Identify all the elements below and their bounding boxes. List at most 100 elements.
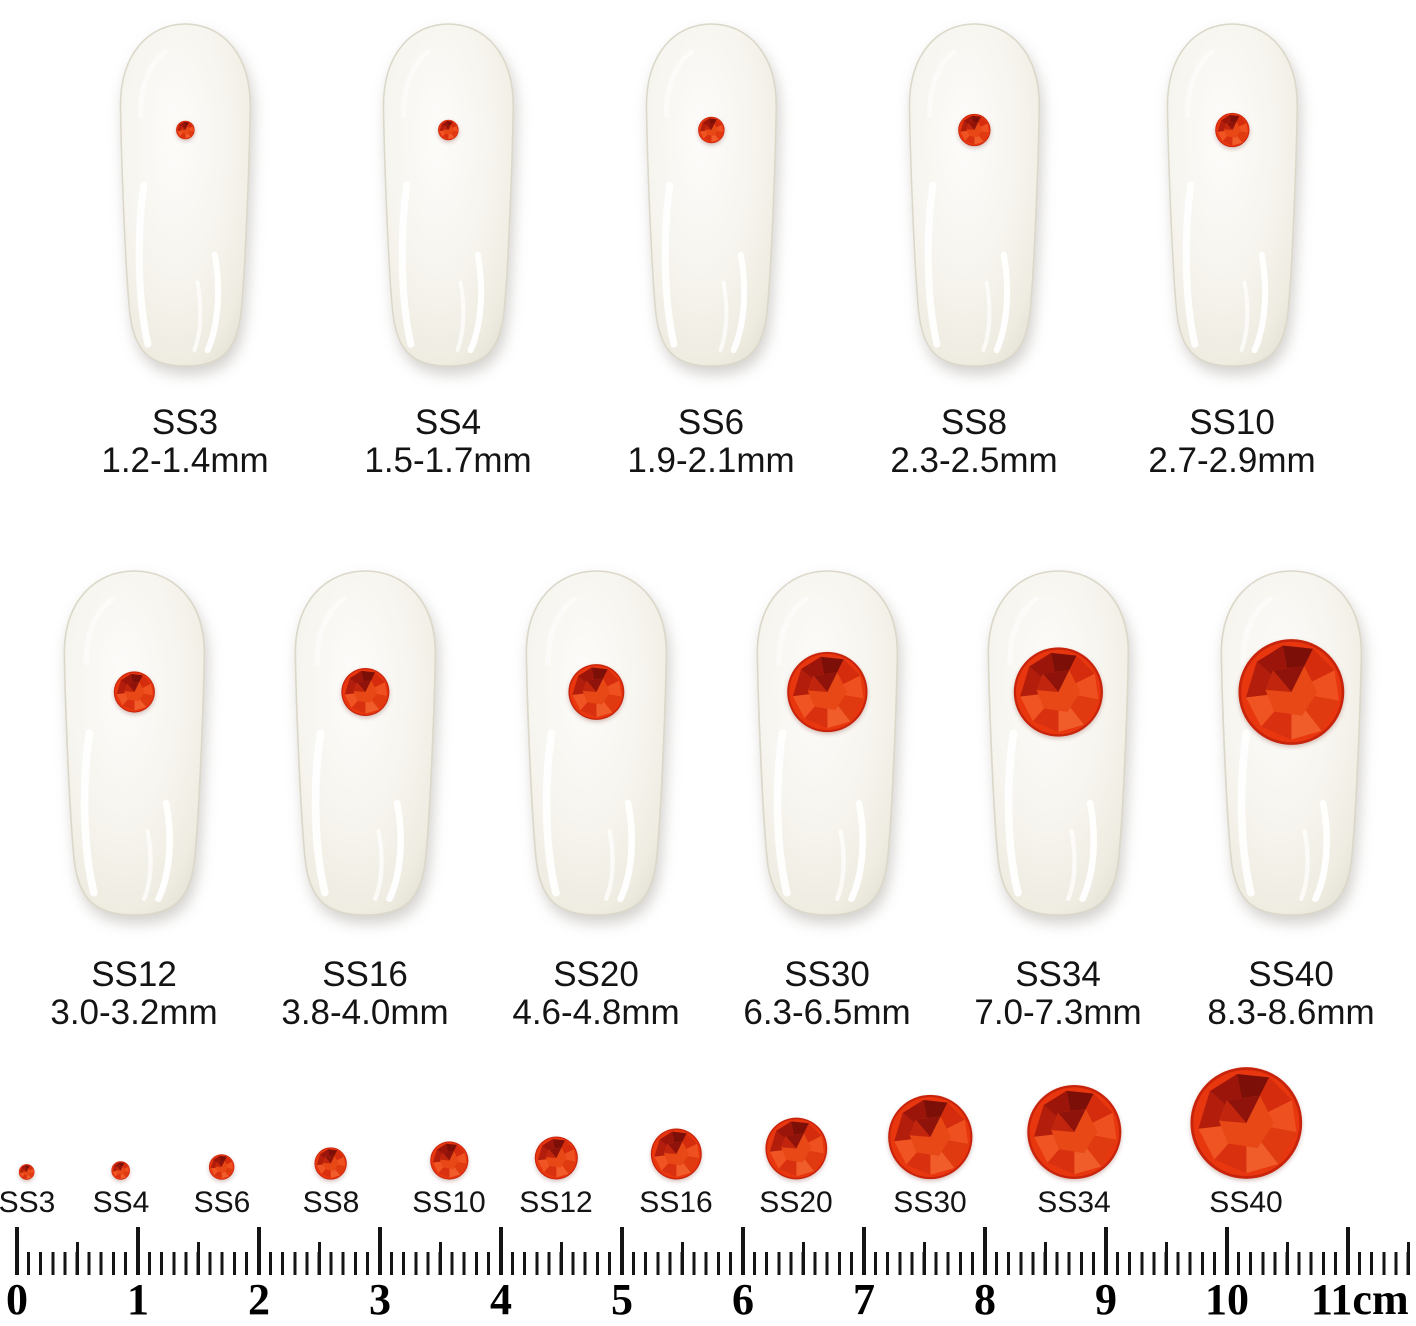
- strip-size-label: SS3: [0, 1186, 56, 1219]
- nail-tip-image: [976, 568, 1140, 918]
- rhinestone-icon: [534, 1136, 578, 1180]
- ruler-number: 7: [853, 1275, 875, 1324]
- strip-size-label: SS6: [193, 1186, 251, 1219]
- rhinestone-icon: [113, 671, 155, 713]
- rhinestone-icon: [315, 1147, 348, 1180]
- size-code: SS6: [677, 403, 745, 442]
- nail-sample-ss3: SS3 1.2-1.4mm: [101, 21, 269, 480]
- rhinestone-icon: [341, 668, 390, 717]
- nail-tip: [1156, 21, 1308, 369]
- rhinestone-icon: [209, 1154, 235, 1180]
- rhinestone-icon: [958, 114, 991, 147]
- size-code: SS16: [322, 955, 408, 994]
- nail-sample-ss10: SS10 2.7-2.9mm: [1148, 21, 1316, 480]
- size-code: SS4: [414, 403, 482, 442]
- strip-item-ss40: SS40: [1209, 1188, 1282, 1218]
- rhinestone-icon: [1237, 638, 1345, 746]
- strip-item-ss20: SS20: [759, 1186, 833, 1219]
- rhinestone-icon: [887, 1094, 973, 1180]
- ruler-unit-label: cm: [1352, 1275, 1409, 1324]
- strip-item-ss10: SS10: [412, 1186, 486, 1219]
- size-range: 7.0-7.3mm: [974, 993, 1142, 1032]
- ruler-number-with-unit: 11cm: [1311, 1278, 1409, 1322]
- rhinestone-icon: [176, 121, 195, 140]
- ruler-number: 11: [1310, 1275, 1353, 1324]
- ruler-cm-ticks: [15, 1227, 1411, 1275]
- ruler-number: 4: [490, 1275, 512, 1324]
- nail-tip: [1209, 568, 1373, 918]
- size-code: SS30: [784, 955, 870, 994]
- size-code: SS34: [1015, 955, 1101, 994]
- strip-size-label: SS34: [1037, 1186, 1111, 1219]
- nail-tip: [283, 568, 447, 918]
- rhinestone-icon: [112, 1161, 131, 1180]
- rhinestone-icon: [1026, 1084, 1122, 1180]
- nail-sample-ss34: SS34 7.0-7.3mm: [974, 568, 1142, 1032]
- nail-tip: [52, 568, 216, 918]
- strip-size-label: SS30: [893, 1186, 967, 1219]
- ruler-number: 5: [611, 1275, 633, 1324]
- strip-item-ss8: SS8: [302, 1186, 360, 1219]
- strip-size-label: SS16: [639, 1186, 713, 1219]
- strip-item-ss16: SS16: [639, 1186, 713, 1219]
- nail-tip: [109, 21, 261, 369]
- nail-sample-ss30: SS30 6.3-6.5mm: [743, 568, 911, 1032]
- strip-size-label: SS10: [412, 1186, 486, 1219]
- nail-sample-ss6: SS6 1.9-2.1mm: [627, 21, 795, 480]
- size-code: SS12: [91, 955, 177, 994]
- nail-tip: [976, 568, 1140, 918]
- nail-sample-ss20: SS20 4.6-4.8mm: [512, 568, 680, 1032]
- ruler-number: 0: [6, 1275, 28, 1324]
- rhinestone-icon: [1013, 647, 1104, 738]
- rhinestone-icon: [764, 1117, 827, 1180]
- rhinestone-icon: [19, 1164, 35, 1180]
- nail-tip: [372, 21, 524, 369]
- size-range: 6.3-6.5mm: [743, 993, 911, 1032]
- size-range: 3.8-4.0mm: [281, 993, 449, 1032]
- nail-tip: [514, 568, 678, 918]
- nail-tip-image: [898, 21, 1050, 369]
- size-range: 3.0-3.2mm: [50, 993, 218, 1032]
- size-range: 1.9-2.1mm: [627, 441, 795, 480]
- size-code: SS40: [1248, 955, 1334, 994]
- size-range: 8.3-8.6mm: [1207, 993, 1375, 1032]
- rhinestone-icon: [1189, 1066, 1303, 1180]
- size-range: 2.3-2.5mm: [890, 441, 1058, 480]
- size-code: SS20: [553, 955, 639, 994]
- ruler-number: 8: [974, 1275, 996, 1324]
- nail-sample-ss4: SS4 1.5-1.7mm: [364, 21, 532, 480]
- nail-tip-image: [1156, 21, 1308, 369]
- nail-tip-image: [283, 568, 447, 918]
- strip-size-label: SS20: [759, 1186, 833, 1219]
- strip-size-label: SS8: [302, 1186, 360, 1219]
- strip-size-label: SS40: [1209, 1186, 1283, 1219]
- nail-sample-ss40: SS40 8.3-8.6mm: [1207, 568, 1375, 1032]
- nail-sample-ss12: SS12 3.0-3.2mm: [50, 568, 218, 1032]
- nail-tip: [898, 21, 1050, 369]
- rhinestone-icon: [698, 117, 725, 144]
- nail-tip-image: [635, 21, 787, 369]
- ruler-number: 3: [369, 1275, 391, 1324]
- ruler-ticks: [15, 1227, 1411, 1275]
- strip-item-ss4: SS4: [92, 1186, 150, 1219]
- size-range: 1.2-1.4mm: [101, 441, 269, 480]
- strip-item-ss6: SS6: [193, 1186, 251, 1219]
- nail-tip-image: [372, 21, 524, 369]
- strip-item-ss34: SS34: [1037, 1188, 1110, 1218]
- strip-item-ss12: SS12: [519, 1186, 593, 1219]
- rhinestone-icon: [438, 120, 459, 141]
- rhinestone-icon: [650, 1128, 702, 1180]
- nail-tip-image: [514, 568, 678, 918]
- nail-tip-image: [109, 21, 261, 369]
- strip-size-label: SS4: [92, 1186, 150, 1219]
- strip-item-ss30: SS30: [893, 1188, 966, 1218]
- ruler-number: 1: [127, 1275, 149, 1324]
- rhinestone-icon: [568, 664, 625, 721]
- nail-sample-ss16: SS16 3.8-4.0mm: [281, 568, 449, 1032]
- nail-tip-image: [745, 568, 909, 918]
- size-code: SS3: [151, 403, 219, 442]
- size-range: 4.6-4.8mm: [512, 993, 680, 1032]
- rhinestone-icon: [429, 1141, 468, 1180]
- strip-size-label: SS12: [519, 1186, 593, 1219]
